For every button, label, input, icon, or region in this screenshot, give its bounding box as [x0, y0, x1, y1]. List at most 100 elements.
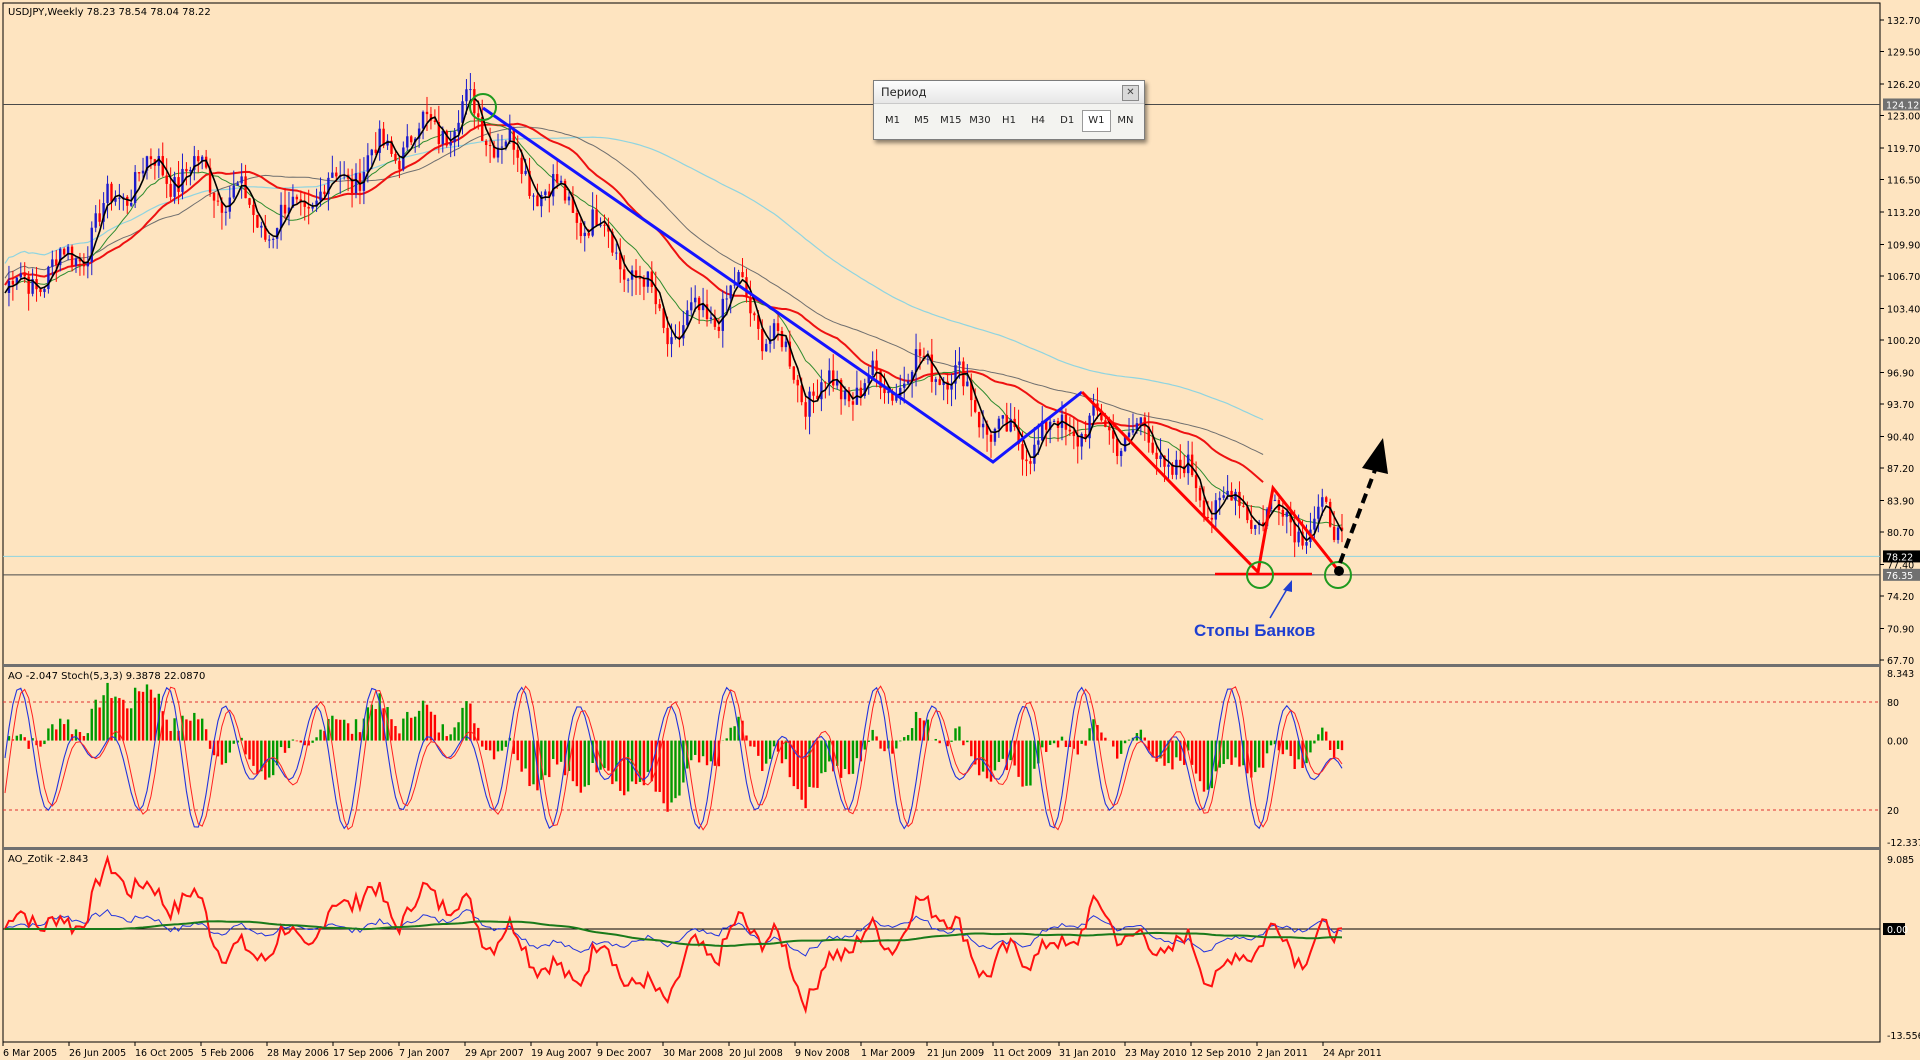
- candle-body: [488, 145, 492, 147]
- price-pane: [3, 73, 1880, 619]
- candle-body: [236, 183, 239, 186]
- candle-body: [626, 279, 630, 281]
- candle-body: [839, 379, 843, 400]
- candle-body: [1009, 418, 1012, 432]
- candle-body: [875, 360, 878, 371]
- candle-body: [709, 317, 713, 320]
- candle-body: [741, 272, 744, 278]
- candle-body: [417, 128, 421, 139]
- timeframe-m30[interactable]: M30: [969, 115, 991, 126]
- timeframe-d1[interactable]: D1: [1060, 115, 1075, 126]
- candle-body: [910, 371, 914, 382]
- candle-body: [1167, 464, 1170, 467]
- candle-body: [690, 302, 693, 311]
- candle-body: [863, 383, 866, 396]
- timeframe-w1[interactable]: W1: [1081, 110, 1111, 132]
- candle-body: [776, 323, 780, 332]
- ao-stoch-header: AO -2.047 Stoch(5,3,3) 9.3878 22.0870: [8, 671, 205, 682]
- candle-body: [1037, 440, 1040, 445]
- candle-body: [358, 173, 362, 191]
- candle-body: [1112, 430, 1115, 439]
- candle-body: [666, 327, 669, 345]
- candle-body: [421, 111, 425, 129]
- candle-body: [757, 315, 760, 329]
- ao-tick-label: 0.00: [1887, 737, 1908, 748]
- timeframe-bar: M1 M5 M15 M30 H1 H4 D1 W1 MN: [874, 104, 1144, 138]
- candle-body: [579, 222, 583, 237]
- timeframe-h4[interactable]: H4: [1031, 115, 1046, 126]
- period-toolbar[interactable]: Период ✕ M1 M5 M15 M30 H1 H4 D1 W1 MN: [873, 80, 1145, 140]
- candle-body: [1214, 500, 1217, 520]
- candle-body: [1293, 522, 1296, 543]
- candle-body: [1246, 506, 1249, 521]
- candle-body: [59, 248, 62, 266]
- candle-body: [31, 279, 34, 294]
- candle-body: [1127, 432, 1131, 437]
- close-icon[interactable]: ✕: [1122, 85, 1139, 101]
- candle-body: [883, 388, 886, 394]
- candle-body: [122, 196, 125, 198]
- candle-body: [130, 202, 133, 206]
- candle-body: [1171, 464, 1174, 475]
- candle-body: [165, 175, 168, 184]
- candle-body: [161, 156, 164, 176]
- candle-body: [583, 232, 586, 237]
- candle-body: [851, 401, 855, 405]
- candle-body: [189, 169, 192, 172]
- timeframe-h1[interactable]: H1: [1002, 115, 1016, 126]
- candle-body: [772, 323, 776, 340]
- candle-body: [1135, 423, 1139, 431]
- date-tick-label: 24 Apr 2011: [1323, 1048, 1382, 1059]
- ao-stoch-pane-frame: [2, 665, 1881, 849]
- timeframe-m15[interactable]: M15: [940, 115, 962, 126]
- candle-body: [473, 89, 476, 114]
- candle-body: [1218, 497, 1221, 501]
- candle-body: [382, 128, 385, 146]
- candle-body: [1328, 501, 1332, 527]
- candle-body: [248, 198, 251, 205]
- candle-body: [177, 177, 180, 192]
- zotik-green-line: [5, 920, 1343, 948]
- price-tick-label: 103.40: [1887, 304, 1920, 315]
- timeframe-m5[interactable]: M5: [914, 115, 930, 126]
- candle-body: [859, 387, 863, 396]
- date-tick-label: 11 Oct 2009: [993, 1048, 1052, 1059]
- candle-body: [55, 259, 58, 266]
- candle-body: [1325, 497, 1328, 502]
- candle-body: [220, 201, 224, 213]
- candle-body: [232, 185, 235, 198]
- candle-body: [725, 298, 728, 300]
- candle-body: [406, 136, 409, 148]
- candle-body: [70, 246, 74, 266]
- candle-body: [520, 157, 523, 174]
- candle-body: [784, 341, 788, 348]
- candle-body: [548, 191, 551, 197]
- candle-body: [1025, 459, 1028, 462]
- candle-body: [619, 252, 622, 270]
- candle-body: [887, 391, 890, 394]
- timeframe-mn[interactable]: MN: [1117, 115, 1134, 126]
- candle-body: [1234, 491, 1237, 501]
- candle-body: [496, 147, 500, 158]
- candle-body: [1139, 417, 1143, 424]
- candle-body: [433, 120, 437, 122]
- candle-body: [1190, 454, 1194, 476]
- candle-body: [1175, 459, 1178, 475]
- pivot-dot-marker: [1334, 566, 1344, 576]
- candle-body: [1072, 431, 1076, 437]
- price-tick-label: 126.20: [1887, 80, 1920, 91]
- candle-body: [398, 160, 401, 170]
- candle-body: [1254, 525, 1257, 529]
- timeframe-m1[interactable]: M1: [885, 115, 901, 126]
- date-tick-label: 21 Jun 2009: [927, 1048, 984, 1059]
- candle-body: [796, 379, 799, 386]
- price-level-box: [1883, 98, 1920, 111]
- candle-body: [918, 349, 922, 356]
- candle-body: [540, 195, 543, 207]
- pivot-circle-marker: [469, 93, 497, 121]
- candle-body: [323, 191, 326, 195]
- candle-body: [528, 170, 531, 196]
- candle-body: [390, 140, 393, 154]
- candle-body: [169, 183, 172, 197]
